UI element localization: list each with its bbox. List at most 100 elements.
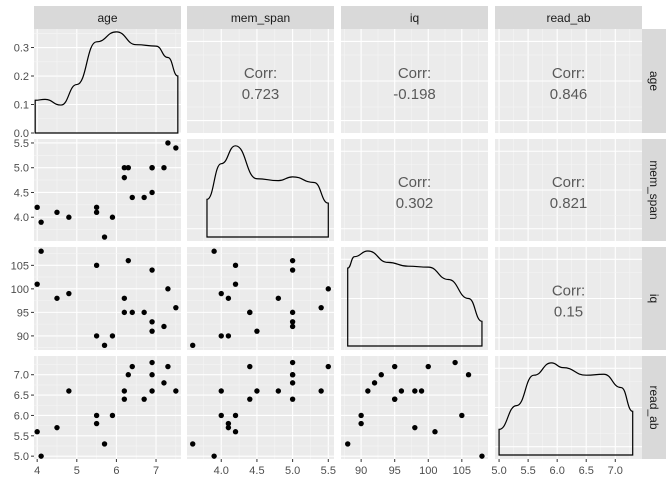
scatter-point-iq-vs-mem_span [289, 323, 296, 330]
scatter-point-iq-vs-age [121, 309, 128, 316]
scatter-point-iq-vs-age [149, 319, 155, 325]
x-tick-label: 95 [389, 465, 401, 477]
column-strip-iq [341, 6, 488, 29]
scatter-point-read_ab-vs-mem_span [325, 363, 331, 370]
scatter-point-read_ab-vs-iq [459, 412, 465, 419]
scatter-point-mem_span-vs-age [109, 214, 116, 220]
scatter-point-read_ab-vs-iq [432, 429, 438, 435]
y-tick-label: 6.5 [14, 390, 29, 402]
panel-bg-read_ab-iq [341, 356, 488, 459]
scatter-point-read_ab-vs-iq [398, 388, 405, 394]
x-tick-label: 6 [113, 465, 119, 477]
row-strip-label-mem_span: mem_span [647, 160, 661, 219]
scatter-point-iq-vs-mem_span [247, 309, 253, 316]
scatter-point-mem_span-vs-age [34, 204, 40, 211]
scatter-point-iq-vs-age [93, 333, 100, 339]
scatter-point-iq-vs-mem_span [289, 319, 296, 325]
column-strip-label-read_ab: read_ab [546, 11, 590, 25]
scatter-point-mem_span-vs-age [173, 145, 179, 151]
scatter-point-iq-vs-mem_span [289, 257, 296, 264]
x-tick-label: 5.0 [491, 465, 506, 477]
scatter-point-mem_span-vs-age [141, 194, 147, 201]
column-strip-label-mem_span: mem_span [231, 11, 290, 25]
scatter-point-read_ab-vs-iq [479, 453, 485, 459]
scatter-point-read_ab-vs-age [149, 388, 155, 394]
corr-label: Corr: [244, 65, 277, 82]
y-tick-label: 5.0 [14, 451, 29, 463]
scatter-point-read_ab-vs-iq [425, 363, 431, 370]
x-tick-label: 5.0 [285, 465, 300, 477]
scatter-point-read_ab-vs-mem_span [232, 412, 239, 419]
panel-bg-iq-mem_span [187, 247, 334, 350]
x-tick-label: 4.0 [214, 465, 229, 477]
corr-label: Corr: [398, 174, 431, 191]
scatter-point-read_ab-vs-age [165, 363, 171, 370]
scatter-point-read_ab-vs-iq [391, 396, 398, 402]
x-tick-label: 100 [419, 465, 437, 477]
scatter-point-mem_span-vs-age [161, 165, 167, 171]
x-tick-label: 7 [153, 465, 159, 477]
scatter-point-read_ab-vs-mem_span [190, 441, 196, 447]
scatter-point-read_ab-vs-iq [358, 412, 364, 419]
scatter-point-read_ab-vs-mem_span [225, 424, 232, 431]
scatter-point-read_ab-vs-age [93, 412, 100, 419]
scatter-point-read_ab-vs-age [129, 363, 135, 370]
density-curve-read_ab [498, 362, 634, 456]
scatter-point-iq-vs-mem_span [289, 267, 296, 273]
scatter-point-iq-vs-mem_span [318, 304, 324, 311]
scatter-point-read_ab-vs-age [38, 453, 44, 459]
scatter-point-iq-vs-age [149, 267, 155, 273]
panel-bg-age-age [34, 29, 181, 133]
scatter-point-mem_span-vs-age [121, 174, 128, 181]
x-tick-label: 6.5 [579, 465, 594, 477]
y-tick-label: 5.5 [14, 431, 29, 443]
scatter-point-iq-vs-age [38, 248, 44, 254]
row-strip-mem_span [642, 139, 666, 241]
x-tick-label: 5.5 [520, 465, 535, 477]
y-tick-label: 95 [17, 307, 29, 319]
scatter-point-iq-vs-age [141, 309, 147, 316]
y-tick-label: 5.0 [14, 163, 29, 175]
density-curve-mem_span [206, 145, 329, 238]
scatter-point-read_ab-vs-age [121, 396, 128, 402]
scatter-point-iq-vs-mem_span [218, 333, 224, 339]
scatter-point-read_ab-vs-age [54, 424, 60, 431]
scatter-point-read_ab-vs-iq [358, 420, 364, 427]
scatter-point-iq-vs-age [109, 333, 116, 339]
scatter-point-read_ab-vs-iq [465, 372, 472, 378]
corr-value: 0.723 [242, 86, 280, 103]
scatter-point-read_ab-vs-mem_span [232, 429, 239, 435]
scatter-point-read_ab-vs-age [101, 441, 108, 447]
scatter-point-read_ab-vs-iq [412, 424, 418, 431]
panel-bg-mem_span-age [34, 139, 181, 241]
scatter-point-iq-vs-age [66, 290, 72, 297]
y-tick-label: 4.0 [14, 212, 29, 224]
column-strip-read_ab [495, 6, 642, 29]
y-tick-label: 105 [11, 260, 29, 272]
column-strip-mem_span [187, 6, 334, 29]
scatter-point-read_ab-vs-age [93, 420, 100, 427]
y-tick-label: 0.2 [14, 71, 29, 83]
scatter-point-read_ab-vs-mem_span [289, 396, 296, 402]
row-strip-label-age: age [647, 71, 661, 91]
scatter-point-iq-vs-age [161, 323, 167, 330]
scatter-point-read_ab-vs-mem_span [225, 420, 232, 427]
row-strip-age [642, 29, 666, 133]
scatter-point-read_ab-vs-iq [412, 388, 418, 394]
scatter-point-read_ab-vs-iq [345, 441, 351, 447]
scatter-point-read_ab-vs-age [149, 359, 155, 366]
y-tick-label: 6.0 [14, 410, 29, 422]
scatter-point-iq-vs-age [93, 262, 100, 269]
x-tick-label: 5.5 [321, 465, 336, 477]
row-strip-label-read_ab: read_ab [647, 385, 661, 429]
scatter-point-iq-vs-age [34, 281, 40, 287]
scatter-point-iq-vs-mem_span [190, 342, 196, 348]
scatter-point-read_ab-vs-age [173, 388, 179, 394]
corr-label: Corr: [398, 65, 431, 82]
scatter-point-iq-vs-age [149, 328, 155, 334]
scatter-point-iq-vs-mem_span [275, 295, 282, 301]
y-tick-label: 90 [17, 331, 29, 343]
scatter-point-mem_span-vs-age [125, 165, 132, 171]
scatter-point-read_ab-vs-mem_span [247, 396, 253, 402]
